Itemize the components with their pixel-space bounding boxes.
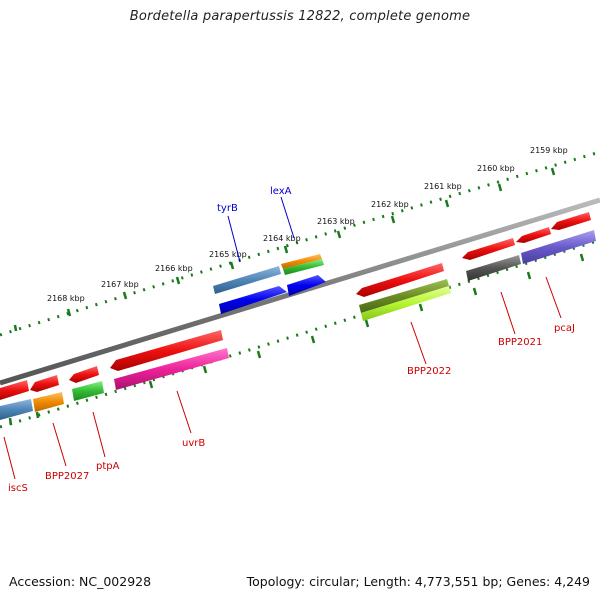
gene-label-BPP2021[interactable]: BPP2021 xyxy=(498,337,542,348)
gene-pcaJ-upper-1[interactable] xyxy=(516,227,551,243)
gene-BPP2021-gray[interactable] xyxy=(466,255,521,281)
kbp-label: 2166 kbp xyxy=(155,264,193,273)
gene-label-ptpA[interactable]: ptpA xyxy=(96,461,120,472)
label-leader-lines xyxy=(3,196,562,480)
gene-ptpA[interactable] xyxy=(72,381,104,401)
gene-pcaJ-slate[interactable] xyxy=(521,230,596,264)
gene-label-uvrB[interactable]: uvrB xyxy=(182,438,205,449)
gene-BPP2027-upper[interactable] xyxy=(30,375,59,392)
gene-blue-lexA[interactable] xyxy=(287,275,326,296)
gene-label-lexA[interactable]: lexA xyxy=(270,186,292,197)
kbp-label: 2167 kbp xyxy=(101,280,139,289)
gene-iscS[interactable] xyxy=(0,399,33,420)
gene-BPP2027[interactable] xyxy=(33,392,64,412)
kbp-label: 2161 kbp xyxy=(424,182,462,191)
gene-labels: tyrB lexA BPP2022 BPP2021 pcaJ uvrB ptpA… xyxy=(8,186,575,494)
reverse-strand-genes xyxy=(219,230,596,321)
gene-BPP2022-olive[interactable] xyxy=(359,279,449,313)
kbp-label: 2168 kbp xyxy=(47,294,85,303)
gene-blue-tyrB[interactable] xyxy=(219,286,287,314)
gene-green-lexA[interactable] xyxy=(283,259,324,275)
gene-BPP2022-lime[interactable] xyxy=(361,286,451,321)
gene-uvrB[interactable] xyxy=(114,348,229,390)
kbp-label: 2163 kbp xyxy=(317,217,355,226)
accession-text: Accession: NC_002928 xyxy=(9,574,152,589)
major-ticks-lower xyxy=(8,253,585,426)
gene-orange-lexA[interactable] xyxy=(281,254,322,269)
left-genes xyxy=(0,330,229,420)
gene-label-BPP2027[interactable]: BPP2027 xyxy=(45,471,89,482)
gene-label-tyrB[interactable]: tyrB xyxy=(217,203,238,214)
gene-BPP2021-upper[interactable] xyxy=(462,238,515,260)
gene-label-BPP2022[interactable]: BPP2022 xyxy=(407,366,451,377)
gene-ptpA-upper[interactable] xyxy=(69,366,99,383)
kbp-label: 2165 kbp xyxy=(209,250,247,259)
gene-pcaJ-upper-2[interactable] xyxy=(551,212,591,230)
kbp-labels: 2168 kbp 2167 kbp 2166 kbp 2165 kbp 2164… xyxy=(47,146,568,303)
gene-label-iscS[interactable]: iscS xyxy=(8,483,28,494)
genome-summary-text: Topology: circular; Length: 4,773,551 bp… xyxy=(246,574,590,589)
kbp-label: 2162 kbp xyxy=(371,200,409,209)
kbp-label: 2160 kbp xyxy=(477,164,515,173)
gene-iscS-upper[interactable] xyxy=(0,380,29,400)
gene-uvrB-upper[interactable] xyxy=(110,330,223,371)
gene-label-pcaJ[interactable]: pcaJ xyxy=(554,323,575,334)
kbp-label: 2164 kbp xyxy=(263,234,301,243)
page-title: Bordetella parapertussis 12822, complete… xyxy=(129,9,471,24)
forward-strand-genes xyxy=(213,212,591,297)
major-ticks-upper xyxy=(13,167,556,332)
kbp-label: 2159 kbp xyxy=(530,146,568,155)
gene-tyrB[interactable] xyxy=(213,266,281,294)
gene-BPP2022-upper[interactable] xyxy=(356,263,444,297)
